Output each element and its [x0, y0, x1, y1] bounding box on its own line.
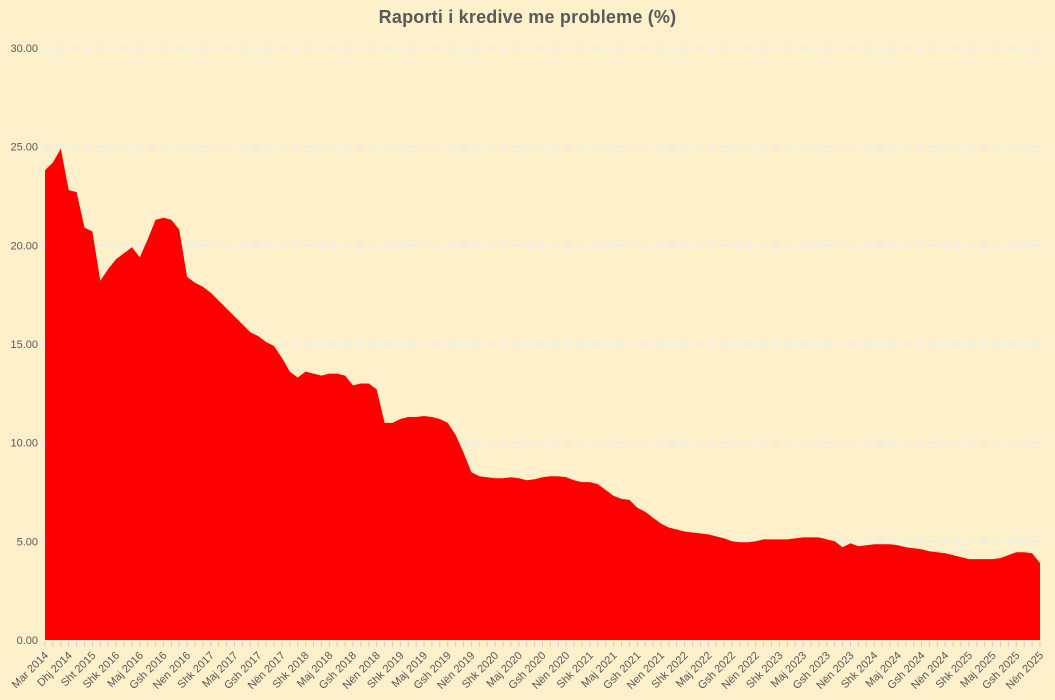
y-axis-label: 5.00 [17, 536, 38, 548]
y-axis-label: 0.00 [17, 635, 38, 647]
y-axis-label: 15.00 [10, 339, 38, 351]
y-axis-label: 25.00 [10, 142, 38, 154]
y-axis-label: 30.00 [10, 43, 38, 55]
y-axis-label: 20.00 [10, 240, 38, 252]
chart-title: Raporti i kredive me probleme (%) [378, 7, 677, 27]
npl-area-series [45, 148, 1040, 640]
y-axis-label: 10.00 [10, 438, 38, 450]
